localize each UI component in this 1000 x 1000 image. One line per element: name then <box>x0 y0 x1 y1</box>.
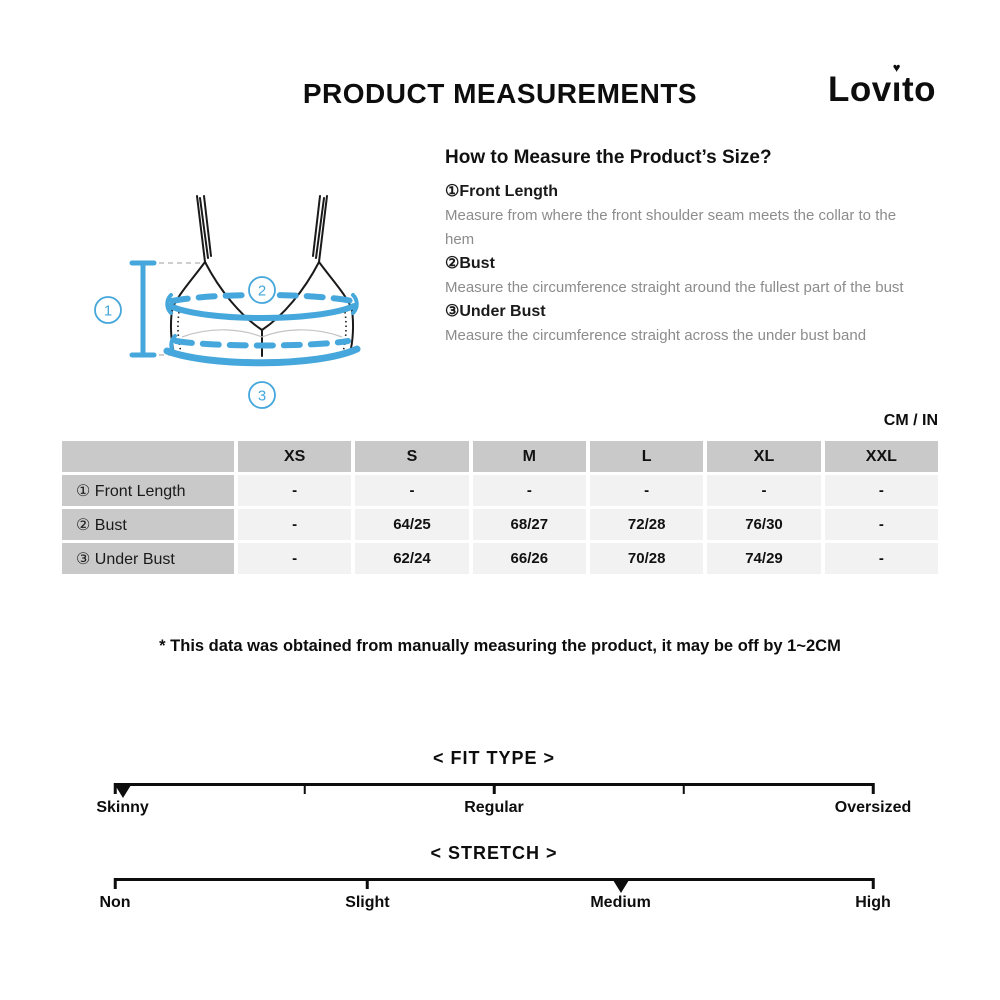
callout-1-number: 1 <box>104 303 112 320</box>
table-header-s: S <box>355 441 469 472</box>
how-to-measure-section: How to Measure the Product’s Size? ①Fron… <box>445 147 940 348</box>
fit-type-tick <box>871 783 875 794</box>
cell-front-length-l: - <box>590 475 704 506</box>
stretch-label-high: High <box>855 894 891 911</box>
cell-under-bust-l: 70/28 <box>590 543 704 574</box>
callout-1-circle <box>94 296 122 324</box>
callout-2-circle <box>248 276 276 304</box>
fit-type-tick <box>492 783 496 794</box>
band-solid-line <box>163 345 361 367</box>
fit-type-scale: < FIT TYPE > Skinny Regular Oversized <box>96 748 911 819</box>
table-header-xs: XS <box>238 441 352 472</box>
table-header-empty <box>62 441 234 472</box>
item-desc-front-length: Measure from where the front shoulder se… <box>445 207 897 248</box>
measurement-marks <box>129 260 361 367</box>
fit-type-tick <box>682 783 685 794</box>
cell-under-bust-s: 62/24 <box>355 543 469 574</box>
measurement-disclaimer: * This data was obtained from manually m… <box>159 637 841 655</box>
heart-icon: ♥ <box>892 60 901 75</box>
fit-type-marker-icon <box>114 785 131 798</box>
cell-bust-s: 64/25 <box>355 509 469 540</box>
stretch-tick <box>366 878 369 889</box>
bust-left-hook <box>165 293 173 315</box>
fit-type-track <box>113 783 875 798</box>
fit-type-tick <box>303 783 306 794</box>
cell-front-length-xxl: - <box>824 475 938 506</box>
cell-bust-m: 68/27 <box>472 509 586 540</box>
cell-front-length-xs: - <box>238 475 352 506</box>
row-label-under-bust: ③ Under Bust <box>62 543 234 574</box>
callout-2-number: 2 <box>258 283 266 300</box>
table-header-l: L <box>590 441 704 472</box>
how-to-heading: How to Measure the Product’s Size? <box>445 147 772 168</box>
cell-bust-xl: 76/30 <box>707 509 821 540</box>
page-title: PRODUCT MEASUREMENTS <box>302 78 698 109</box>
cell-front-length-m: - <box>472 475 586 506</box>
how-to-item: ①Front Length Measure from where the fro… <box>445 180 940 252</box>
item-label-bust: ②Bust <box>445 255 495 272</box>
brand-letter-i: ı ♥ <box>891 60 902 109</box>
item-desc-under-bust: Measure the circumference straight acros… <box>445 327 867 344</box>
callout-3-number: 3 <box>258 388 266 405</box>
cell-front-length-xl: - <box>707 475 821 506</box>
row-label-bust: ② Bust <box>62 509 234 540</box>
fit-type-label-skinny: Skinny <box>96 799 149 816</box>
brand-logo: Lovı ♥ to <box>827 60 936 109</box>
fit-type-labels: Skinny Regular Oversized <box>96 799 911 819</box>
item-label-front-length: ①Front Length <box>445 183 558 200</box>
cell-under-bust-xs: - <box>238 543 352 574</box>
bra-illustration: 1 2 3 <box>94 195 361 409</box>
stretch-marker-icon <box>612 880 629 893</box>
how-to-item: ③Under Bust Measure the circumference st… <box>445 300 940 348</box>
cell-under-bust-xl: 74/29 <box>707 543 821 574</box>
stretch-tick <box>113 878 117 889</box>
fit-type-label-regular: Regular <box>464 799 524 816</box>
underbust-dashed-line <box>173 338 351 349</box>
row-label-front-length: ① Front Length <box>62 475 234 506</box>
bust-right-hook <box>351 293 359 315</box>
fit-type-title: < FIT TYPE > <box>432 748 556 768</box>
stretch-scale: < STRETCH > Non Slight Medium High <box>99 843 890 914</box>
bra-inner-seams <box>181 329 343 338</box>
cell-front-length-s: - <box>355 475 469 506</box>
item-desc-bust: Measure the circumference straight aroun… <box>445 279 904 296</box>
fit-type-label-oversized: Oversized <box>834 799 912 816</box>
table-header-xxl: XXL <box>824 441 938 472</box>
units-label: CM / IN <box>883 412 938 429</box>
stretch-tick <box>871 878 875 889</box>
stretch-labels: Non Slight Medium High <box>99 894 890 914</box>
bra-side-seams <box>177 311 347 353</box>
item-label-under-bust: ③Under Bust <box>445 303 546 320</box>
table-header-m: M <box>472 441 586 472</box>
bust-solid-line <box>167 303 357 321</box>
stretch-label-slight: Slight <box>345 894 390 911</box>
callout-3-circle <box>248 381 276 409</box>
stretch-title: < STRETCH > <box>430 843 558 863</box>
stretch-label-non: Non <box>99 894 131 911</box>
cell-under-bust-m: 66/26 <box>472 543 586 574</box>
size-table: XS S M L XL XXL ① Front Length - - - - -… <box>62 441 938 574</box>
callouts: 1 2 3 <box>94 276 276 409</box>
how-to-item: ②Bust Measure the circumference straight… <box>445 252 940 300</box>
stretch-label-medium: Medium <box>590 894 651 911</box>
cell-bust-l: 72/28 <box>590 509 704 540</box>
table-header-xl: XL <box>707 441 821 472</box>
cell-under-bust-xxl: - <box>824 543 938 574</box>
cell-bust-xs: - <box>238 509 352 540</box>
stretch-track <box>113 878 875 893</box>
measurement-diagram: 1 2 3 <box>70 140 450 430</box>
cell-bust-xxl: - <box>824 509 938 540</box>
